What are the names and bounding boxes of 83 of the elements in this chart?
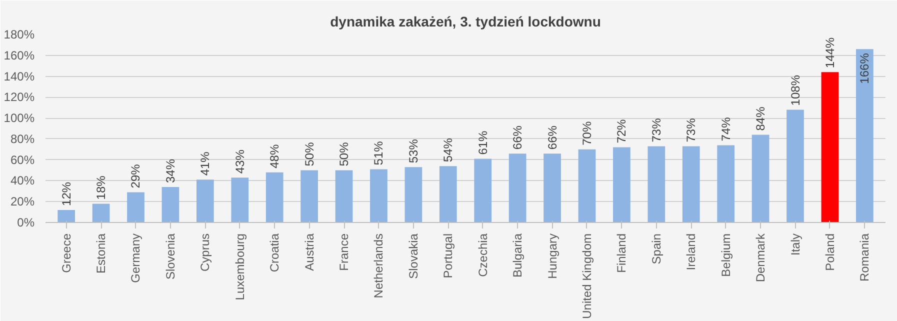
x-tick-label: Croatia xyxy=(268,233,282,272)
bar xyxy=(335,170,353,222)
bar xyxy=(58,210,76,222)
x-tick-label: Denmark xyxy=(754,232,768,282)
data-label: 53% xyxy=(406,138,420,164)
data-label: 61% xyxy=(476,130,490,155)
data-label: 144% xyxy=(822,37,837,68)
y-tick-label: 0% xyxy=(17,216,35,230)
bar xyxy=(92,204,110,222)
bar xyxy=(196,180,214,222)
bar xyxy=(231,178,249,222)
data-label: 66% xyxy=(545,125,560,150)
bar xyxy=(439,166,457,222)
data-label: 41% xyxy=(198,151,212,176)
data-label: 34% xyxy=(163,158,178,183)
x-tick-label: Belgium xyxy=(718,233,733,277)
x-tick-label: Poland xyxy=(822,233,837,271)
data-label: 70% xyxy=(580,121,594,146)
bar xyxy=(404,167,422,222)
x-tick-label: Romania xyxy=(858,233,872,282)
chart-title: dynamika zakażeń, 3. tydzień lockdownu xyxy=(330,14,601,30)
x-tick-label: Bulgaria xyxy=(510,233,525,278)
x-tick-label: Finland xyxy=(614,234,629,273)
bar xyxy=(578,149,596,222)
data-label: 12% xyxy=(59,182,74,206)
bar xyxy=(162,186,180,222)
y-tick-label: 160% xyxy=(4,48,35,62)
bar xyxy=(508,154,526,222)
y-tick-label: 140% xyxy=(4,69,35,84)
x-tick-label: Czechia xyxy=(476,233,490,277)
bar xyxy=(648,146,666,222)
data-label: 51% xyxy=(372,140,386,166)
x-tick-label: Slovakia xyxy=(406,233,420,279)
bar xyxy=(266,172,284,222)
y-tick-label: 60% xyxy=(10,152,35,167)
y-tick-label: 80% xyxy=(10,132,35,146)
y-tick-label: 20% xyxy=(10,194,35,209)
data-label: 54% xyxy=(441,138,456,162)
x-tick-label: France xyxy=(337,233,352,271)
x-tick-label: Netherlands xyxy=(372,233,386,298)
data-label: 66% xyxy=(510,125,525,150)
bar xyxy=(682,146,700,222)
x-tick-label: Luxembourg xyxy=(232,233,247,300)
data-label: 74% xyxy=(718,116,733,142)
bar xyxy=(127,192,144,222)
bar xyxy=(544,154,561,222)
bar xyxy=(300,170,318,222)
data-label: 166% xyxy=(858,52,872,84)
x-tick-label: United Kingdom xyxy=(580,233,594,319)
x-tick-label: Slovenia xyxy=(163,233,178,280)
data-label: 29% xyxy=(128,164,143,188)
data-label: 43% xyxy=(232,149,247,174)
y-tick-label: 120% xyxy=(4,90,35,104)
bar xyxy=(613,147,630,222)
x-tick-label: Hungary xyxy=(545,234,560,279)
x-tick-label: Italy xyxy=(788,233,802,256)
data-label: 18% xyxy=(94,175,108,200)
data-label: 73% xyxy=(649,118,664,142)
data-label: 48% xyxy=(268,144,282,168)
data-label: 73% xyxy=(684,118,698,142)
bar xyxy=(856,49,874,222)
bar xyxy=(821,72,839,222)
x-tick-label: Spain xyxy=(649,233,664,264)
x-tick-label: Austria xyxy=(302,233,316,271)
x-tick-label: Germany xyxy=(128,233,143,283)
bar xyxy=(752,134,770,222)
x-tick-label: Estonia xyxy=(94,233,108,274)
data-label: 108% xyxy=(788,74,802,106)
bar xyxy=(717,145,735,222)
bar xyxy=(786,110,804,222)
x-tick-label: Greece xyxy=(59,233,74,273)
data-label: 50% xyxy=(302,142,316,166)
data-label: 50% xyxy=(337,142,352,166)
x-tick-label: Ireland xyxy=(684,233,698,270)
y-tick-label: 40% xyxy=(10,174,35,188)
y-tick-label: 100% xyxy=(4,111,35,126)
x-tick-label: Cyprus xyxy=(198,233,212,272)
bar xyxy=(474,158,492,222)
bar xyxy=(370,169,388,222)
x-tick-label: Portugal xyxy=(441,233,456,278)
y-tick-label: 180% xyxy=(4,28,35,42)
data-label: 72% xyxy=(614,118,629,144)
data-label: 84% xyxy=(754,106,768,131)
